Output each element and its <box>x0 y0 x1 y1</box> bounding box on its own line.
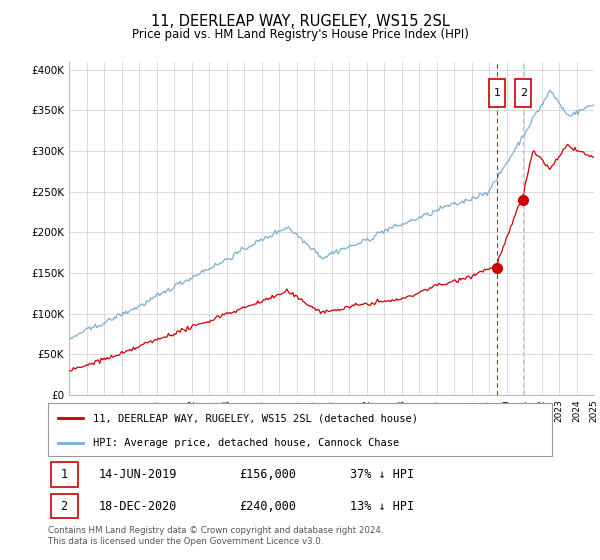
Text: 18-DEC-2020: 18-DEC-2020 <box>98 500 177 513</box>
Text: 11, DEERLEAP WAY, RUGELEY, WS15 2SL: 11, DEERLEAP WAY, RUGELEY, WS15 2SL <box>151 14 449 29</box>
Text: £156,000: £156,000 <box>239 468 296 481</box>
Text: 14-JUN-2019: 14-JUN-2019 <box>98 468 177 481</box>
FancyBboxPatch shape <box>50 494 78 519</box>
Text: Contains HM Land Registry data © Crown copyright and database right 2024.
This d: Contains HM Land Registry data © Crown c… <box>48 526 383 546</box>
Text: HPI: Average price, detached house, Cannock Chase: HPI: Average price, detached house, Cann… <box>94 437 400 447</box>
Text: 13% ↓ HPI: 13% ↓ HPI <box>350 500 415 513</box>
Text: £240,000: £240,000 <box>239 500 296 513</box>
Text: 2: 2 <box>520 88 527 98</box>
FancyBboxPatch shape <box>515 79 531 108</box>
Text: 37% ↓ HPI: 37% ↓ HPI <box>350 468 415 481</box>
Text: 11, DEERLEAP WAY, RUGELEY, WS15 2SL (detached house): 11, DEERLEAP WAY, RUGELEY, WS15 2SL (det… <box>94 413 418 423</box>
Text: Price paid vs. HM Land Registry's House Price Index (HPI): Price paid vs. HM Land Registry's House … <box>131 28 469 41</box>
FancyBboxPatch shape <box>50 463 78 487</box>
Text: 2: 2 <box>61 500 68 513</box>
Text: 1: 1 <box>61 468 68 481</box>
FancyBboxPatch shape <box>489 79 505 108</box>
Text: 1: 1 <box>493 88 500 98</box>
